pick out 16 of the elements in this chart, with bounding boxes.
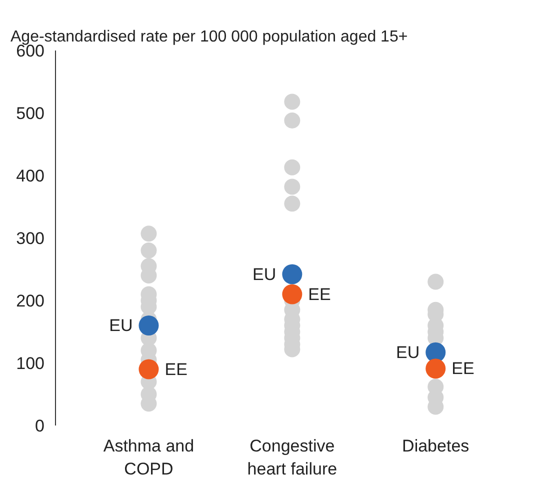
y-tick-label: 300 [16,229,45,248]
text: EU [252,264,276,284]
y-tick-label: 0 [35,416,45,436]
y-tick-label: 100 [16,354,45,373]
y-axis-title: Age-standardised rate per 100 000 population aged 15+ [10,28,408,46]
text: EE [452,359,474,378]
series-label: EE [164,360,188,379]
x-tick-label: Congestive heart failure [247,436,338,478]
y-tick-label: 400 [16,166,45,186]
x-tick-label: Asthma and COPD [103,436,194,478]
series-label: EU [109,316,133,335]
x-tick-label: Diabetes [402,436,470,456]
y-tick-label: 500 [16,104,45,123]
text: EU [396,342,420,362]
y-tick-label: 200 [16,292,45,310]
text: EE [308,284,331,304]
